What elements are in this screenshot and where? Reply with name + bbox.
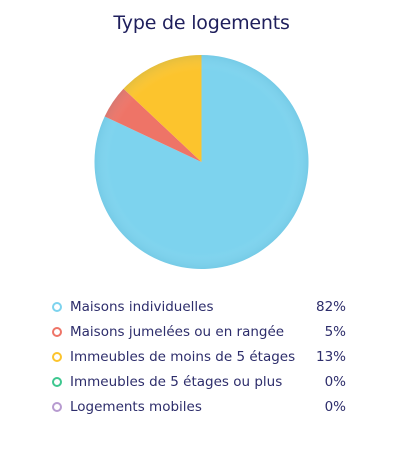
legend-label: Maisons individuelles	[70, 298, 214, 315]
legend-label: Maisons jumelées ou en rangée	[70, 323, 285, 340]
legend-value: 0%	[324, 398, 346, 415]
legend-item-immeubles-5-plus[interactable]: Immeubles de 5 étages ou plus 0%	[52, 369, 346, 394]
legend-item-maisons-jumelees[interactable]: Maisons jumelées ou en rangée 5%	[52, 319, 346, 344]
legend-item-maisons-individuelles[interactable]: Maisons individuelles 82%	[52, 294, 346, 319]
legend-item-logements-mobiles[interactable]: Logements mobiles 0%	[52, 394, 346, 419]
pie-chart	[94, 55, 309, 269]
legend-label: Immeubles de moins de 5 étages	[70, 348, 296, 365]
legend-label: Logements mobiles	[70, 398, 202, 415]
legend-marker-icon	[52, 401, 62, 412]
legend-label: Immeubles de 5 étages ou plus	[70, 373, 283, 390]
legend-value: 82%	[315, 298, 346, 315]
legend-marker-icon	[52, 301, 62, 312]
legend-item-immeubles-moins-5[interactable]: Immeubles de moins de 5 étages 13%	[52, 344, 346, 369]
chart-title: Type de logements	[113, 12, 290, 34]
legend-marker-icon	[52, 376, 62, 387]
legend-marker-icon	[52, 351, 62, 362]
legend-marker-icon	[52, 326, 62, 337]
chart-legend: Maisons individuelles 82% Maisons jumelé…	[52, 294, 346, 419]
legend-value: 5%	[324, 323, 346, 340]
legend-value: 13%	[315, 348, 346, 365]
legend-value: 0%	[324, 373, 346, 390]
